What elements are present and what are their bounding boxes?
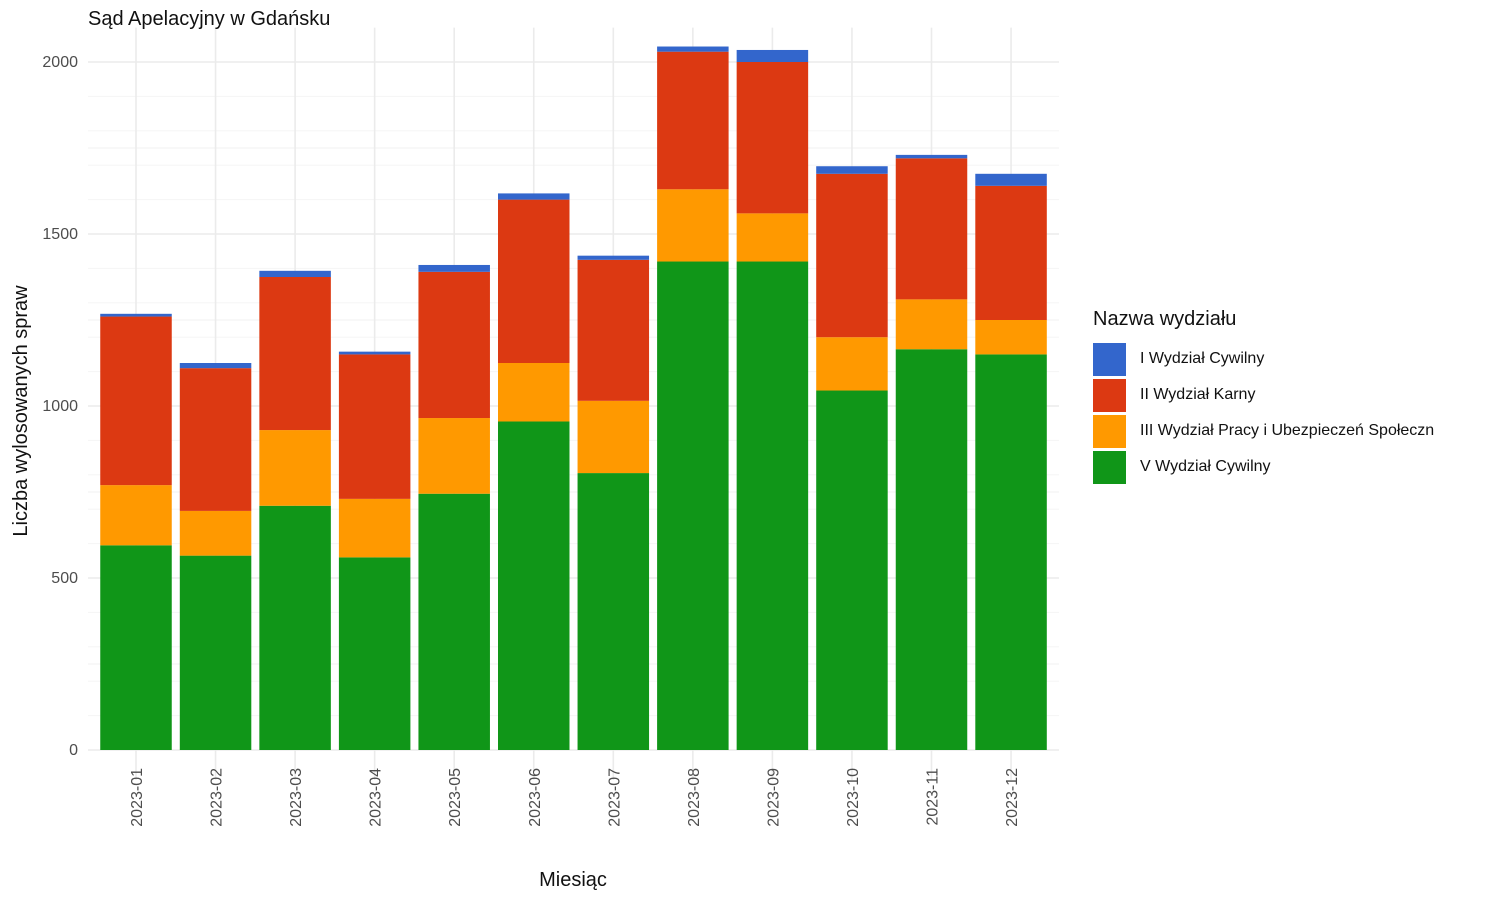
y-tick-label: 500 (51, 570, 78, 587)
x-axis-label: Miesiąc (539, 869, 607, 891)
bar-segment (418, 271, 490, 419)
bar-segment (577, 400, 650, 474)
x-tick-label: 2023-09 (765, 768, 782, 827)
bar-segment (975, 354, 1047, 750)
bar-segment (736, 213, 809, 262)
bar-segment (179, 368, 252, 511)
bar-segment (338, 557, 411, 750)
bar-segment (816, 173, 888, 338)
bar-segment (179, 555, 252, 750)
bar-segment (338, 351, 411, 355)
bar-segment (816, 166, 888, 174)
legend-item: V Wydział Cywilny (1093, 449, 1434, 485)
legend-label: V Wydział Cywilny (1140, 458, 1271, 475)
bar-segment (577, 259, 650, 401)
bar-segment (736, 49, 809, 62)
x-tick-label: 2023-06 (527, 768, 544, 827)
bar-segment (975, 185, 1047, 320)
bar-segment (100, 316, 172, 486)
x-tick-label: 2023-12 (1004, 768, 1021, 827)
x-tick-label: 2023-03 (288, 768, 305, 827)
bar-segment (736, 62, 809, 214)
bar-segment (657, 46, 729, 52)
bar-segment (259, 505, 331, 750)
y-axis-label: Liczba wylosowanych spraw (10, 285, 32, 537)
bar-segment (895, 349, 968, 750)
bar-segment (100, 485, 172, 546)
y-tick-label: 2000 (42, 54, 78, 71)
x-tick-label: 2023-11 (925, 768, 942, 826)
bar-segment (498, 193, 570, 200)
bar-segment (338, 354, 411, 499)
bar-segment (895, 299, 968, 350)
x-tick-label: 2023-05 (447, 768, 464, 827)
legend-item: III Wydział Pracy i Ubezpieczeń Społeczn (1093, 413, 1434, 449)
bar-segment (816, 337, 888, 391)
bar-segment (259, 277, 331, 431)
bars (100, 46, 1047, 750)
bar-segment (498, 421, 570, 750)
bar-segment (816, 390, 888, 750)
y-axis: 0 500 1000 1500 2000 (42, 54, 78, 759)
bar-segment (179, 510, 252, 556)
chart-title: Sąd Apelacyjny w Gdańsku (88, 8, 331, 30)
bar-segment (895, 154, 968, 159)
legend: Nazwa wydziału I Wydział Cywilny II Wydzi… (1093, 308, 1434, 485)
bar-segment (179, 363, 252, 369)
bar-segment (657, 189, 729, 262)
legend-label: I Wydział Cywilny (1140, 350, 1265, 367)
x-tick-label: 2023-04 (368, 768, 385, 827)
legend-swatch (1093, 378, 1126, 412)
x-tick-label: 2023-08 (686, 768, 703, 827)
y-tick-label: 1500 (42, 226, 78, 243)
x-tick-label: 2023-07 (606, 768, 623, 827)
legend-item: II Wydział Karny (1093, 377, 1434, 413)
x-tick-label: 2023-10 (845, 768, 862, 827)
bar-segment (498, 363, 570, 422)
bar-segment (259, 430, 331, 506)
legend-swatch (1093, 414, 1126, 448)
bar-segment (975, 173, 1047, 186)
bar-segment (498, 199, 570, 363)
legend-items: I Wydział Cywilny II Wydział Karny III Wyd… (1093, 341, 1434, 485)
bar-segment (418, 493, 490, 750)
y-tick-label: 0 (69, 742, 78, 759)
bar-segment (975, 320, 1047, 355)
bar-segment (895, 158, 968, 300)
bar-segment (259, 270, 331, 277)
bar-segment (418, 264, 490, 272)
bar-segment (100, 545, 172, 750)
bar-segment (577, 473, 650, 750)
bar-segment (657, 51, 729, 190)
legend-title: Nazwa wydziału (1093, 308, 1237, 330)
legend-label: III Wydział Pracy i Ubezpieczeń Społeczn (1140, 422, 1435, 439)
x-axis: 2023-01 2023-02 2023-03 2023-04 2023-05 2023-… (129, 768, 1021, 827)
legend-swatch (1093, 450, 1126, 484)
y-tick-label: 1000 (42, 398, 78, 415)
bar-segment (736, 261, 809, 750)
bar-segment (577, 255, 650, 260)
bar-segment (657, 261, 729, 750)
bar-segment (338, 498, 411, 558)
bar-segment (418, 418, 490, 494)
bar-segment (100, 313, 172, 317)
legend-item: I Wydział Cywilny (1093, 341, 1434, 377)
legend-label: II Wydział Karny (1140, 386, 1256, 403)
legend-swatch (1093, 342, 1126, 376)
x-tick-label: 2023-02 (209, 768, 226, 827)
x-tick-label: 2023-01 (129, 768, 146, 827)
